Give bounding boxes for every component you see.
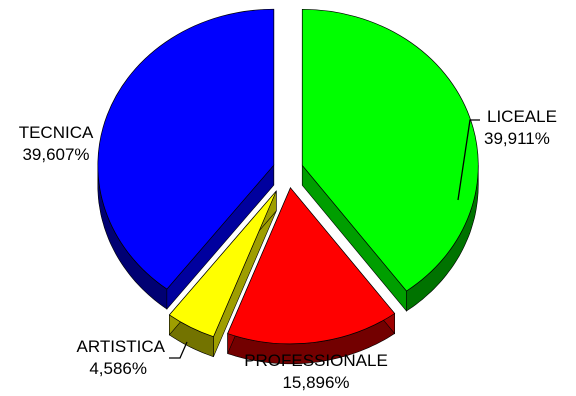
slice-label-professionale: PROFESSIONALE — [244, 351, 388, 370]
slice-value-tecnica: 39,607% — [22, 145, 89, 164]
slice-value-liceale: 39,911% — [484, 129, 550, 148]
slice-value-artistica: 4,586% — [89, 359, 147, 378]
slice-label-artistica: ARTISTICA — [77, 337, 166, 356]
pie-slice-artistica — [168, 190, 277, 358]
leader-line-artistica — [169, 341, 188, 359]
slice-value-professionale: 15,896% — [282, 373, 349, 392]
leader-line-liceale — [457, 119, 480, 201]
pie-slices — [97, 8, 479, 365]
slice-top-tecnica — [97, 8, 275, 290]
slice-top-professionale — [227, 187, 396, 345]
slice-label-tecnica: TECNICA — [19, 123, 94, 142]
pie-slice-liceale — [301, 8, 479, 312]
slice-top-liceale — [301, 8, 479, 292]
pie-slice-professionale — [227, 187, 396, 365]
pie-slice-tecnica — [97, 8, 275, 310]
slice-label-liceale: LICEALE — [487, 107, 557, 126]
slice-top-artistica — [168, 190, 277, 338]
